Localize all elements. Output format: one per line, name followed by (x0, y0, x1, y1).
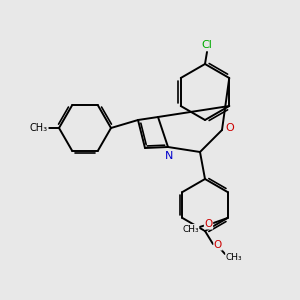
Text: N: N (165, 151, 173, 161)
Text: CH₃: CH₃ (226, 253, 242, 262)
Text: O: O (214, 240, 222, 250)
Text: O: O (204, 219, 213, 229)
Text: O: O (226, 123, 234, 133)
Text: CH₃: CH₃ (30, 123, 48, 133)
Text: Cl: Cl (202, 40, 212, 50)
Text: CH₃: CH₃ (182, 224, 199, 233)
